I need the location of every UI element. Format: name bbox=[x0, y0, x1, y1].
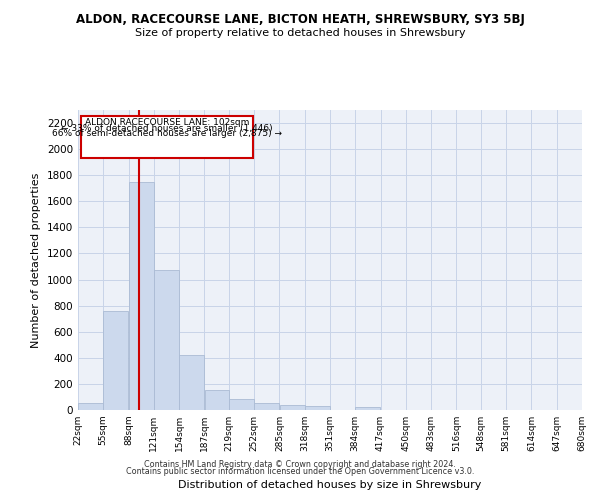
Text: ← 33% of detached houses are smaller (1,446): ← 33% of detached houses are smaller (1,… bbox=[61, 124, 272, 132]
Text: Contains public sector information licensed under the Open Government Licence v3: Contains public sector information licen… bbox=[126, 467, 474, 476]
Text: ALDON, RACECOURSE LANE, BICTON HEATH, SHREWSBURY, SY3 5BJ: ALDON, RACECOURSE LANE, BICTON HEATH, SH… bbox=[76, 12, 524, 26]
Bar bbox=[179, 355, 204, 410]
Text: ALDON RACECOURSE LANE: 102sqm: ALDON RACECOURSE LANE: 102sqm bbox=[85, 118, 249, 127]
Bar bbox=[154, 270, 179, 410]
Bar bbox=[129, 182, 154, 410]
Bar bbox=[103, 311, 128, 410]
Text: 66% of semi-detached houses are larger (2,875) →: 66% of semi-detached houses are larger (… bbox=[52, 129, 282, 138]
Bar bbox=[280, 405, 305, 410]
FancyBboxPatch shape bbox=[81, 116, 253, 158]
Text: Distribution of detached houses by size in Shrewsbury: Distribution of detached houses by size … bbox=[178, 480, 482, 490]
Y-axis label: Number of detached properties: Number of detached properties bbox=[31, 172, 41, 348]
Bar bbox=[355, 408, 380, 410]
Text: Contains HM Land Registry data © Crown copyright and database right 2024.: Contains HM Land Registry data © Crown c… bbox=[144, 460, 456, 469]
Bar bbox=[78, 403, 103, 410]
Bar bbox=[254, 404, 279, 410]
Bar bbox=[205, 390, 229, 410]
Bar bbox=[229, 399, 254, 410]
Text: Size of property relative to detached houses in Shrewsbury: Size of property relative to detached ho… bbox=[134, 28, 466, 38]
Bar bbox=[305, 406, 330, 410]
